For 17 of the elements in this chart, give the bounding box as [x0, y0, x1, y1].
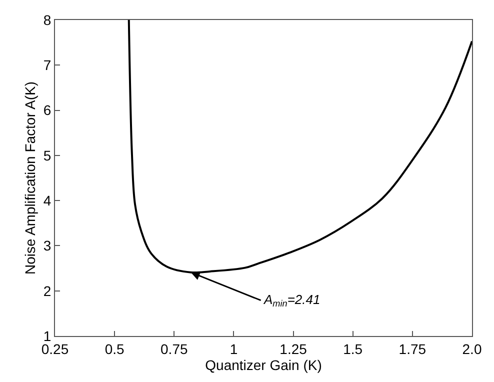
x-tick-label: 2.0 — [462, 340, 482, 357]
x-tick-label: 1.25 — [280, 340, 308, 357]
y-tick-label: 6 — [43, 102, 52, 118]
x-tick-label: 0.5 — [104, 340, 125, 357]
y-tick-label: 2 — [43, 282, 52, 299]
y-axis-title: Noise Amplification Factor A(K) — [22, 82, 38, 274]
x-tick-label: 1.5 — [343, 340, 363, 357]
x-tick-label: 1 — [230, 340, 238, 357]
x-axis-title: Quantizer Gain (K) — [205, 356, 322, 373]
x-tick-label: 1.75 — [398, 340, 426, 357]
annotation: A$_{min}$=2.41 — [263, 292, 320, 309]
y-tick-label: 7 — [43, 57, 52, 74]
y-tick-label: 5 — [43, 147, 52, 164]
y-tick-label: 8 — [43, 12, 52, 28]
x-tick-label: 0.75 — [160, 340, 188, 357]
y-tick-label: 3 — [43, 238, 52, 254]
y-tick-label: 4 — [43, 192, 52, 208]
